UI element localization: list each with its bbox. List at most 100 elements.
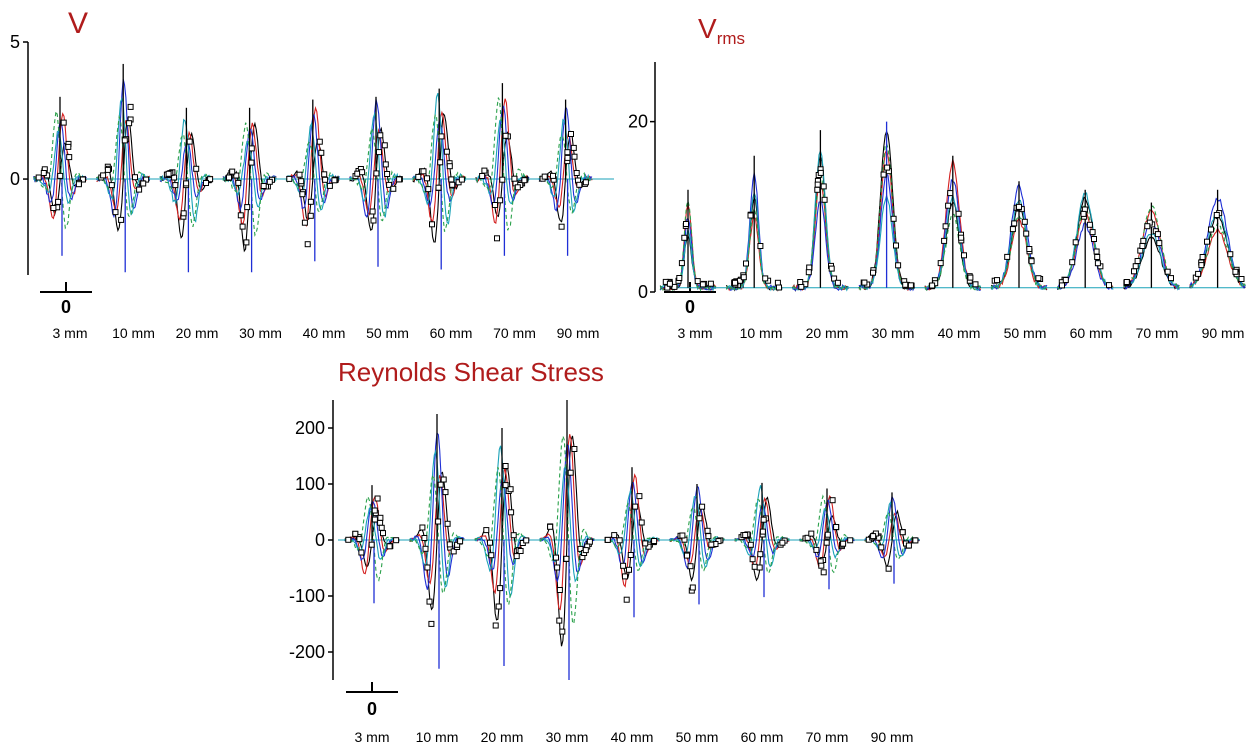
data-marker: [440, 476, 447, 483]
data-marker: [553, 554, 559, 561]
station-1: [659, 189, 717, 292]
data-marker: [126, 120, 133, 127]
data-marker: [127, 103, 134, 110]
station-8: [1123, 202, 1180, 291]
station-7: [734, 482, 790, 598]
data-marker: [840, 540, 847, 547]
data-marker: [759, 528, 766, 535]
category-label: 70 mm: [806, 729, 849, 745]
data-marker: [1016, 203, 1022, 210]
data-marker: [1035, 275, 1042, 282]
data-marker: [847, 537, 854, 544]
data-marker: [626, 566, 632, 573]
data-marker: [828, 265, 835, 272]
chart-title: Reynolds Shear Stress: [338, 357, 604, 387]
data-marker: [511, 175, 518, 182]
data-marker: [870, 269, 876, 276]
data-marker: [893, 242, 899, 249]
data-marker: [446, 163, 453, 170]
data-marker: [140, 180, 147, 187]
data-marker: [907, 282, 914, 289]
data-marker: [298, 178, 305, 185]
data-marker: [1004, 253, 1011, 260]
data-marker: [75, 181, 82, 188]
series-line-5: [96, 114, 150, 218]
category-label: 10 mm: [416, 729, 459, 745]
data-marker: [571, 153, 578, 160]
data-marker: [814, 186, 821, 193]
data-marker: [443, 148, 450, 155]
data-marker: [902, 281, 909, 288]
data-marker: [890, 215, 897, 222]
data-marker: [435, 184, 442, 191]
data-marker: [1131, 268, 1137, 275]
data-marker: [497, 585, 504, 592]
data-marker: [884, 164, 891, 171]
data-marker: [1238, 276, 1245, 282]
category-label: 20 mm: [481, 729, 524, 745]
data-marker: [421, 535, 428, 541]
data-marker: [448, 176, 455, 183]
data-marker: [929, 282, 936, 289]
data-marker: [1094, 254, 1101, 260]
y-tick-label: 0: [638, 282, 648, 302]
data-marker: [243, 239, 250, 246]
data-marker: [422, 545, 429, 552]
data-marker: [558, 223, 565, 230]
data-marker: [684, 552, 690, 559]
data-marker: [757, 243, 764, 249]
data-marker: [510, 532, 517, 539]
y-tick-label: -100: [289, 586, 325, 606]
data-marker: [699, 503, 706, 510]
data-marker: [377, 132, 384, 139]
data-marker: [1168, 275, 1174, 282]
data-marker: [833, 524, 840, 530]
data-marker: [384, 171, 391, 177]
data-marker: [694, 278, 701, 285]
data-marker: [301, 219, 308, 226]
data-marker: [563, 555, 570, 562]
station-9: [864, 492, 920, 584]
category-label: 70 mm: [1136, 325, 1179, 341]
data-marker: [620, 562, 627, 569]
data-marker: [689, 584, 696, 591]
y-tick-label: 200: [295, 418, 325, 438]
data-marker: [651, 538, 658, 544]
data-marker: [1093, 248, 1100, 255]
data-marker: [958, 234, 965, 241]
data-marker: [299, 191, 306, 198]
station-5: [604, 467, 660, 618]
data-marker: [831, 275, 838, 282]
data-marker: [1139, 243, 1146, 249]
category-label: 3 mm: [678, 325, 713, 341]
data-marker: [824, 531, 831, 538]
data-marker: [1011, 220, 1018, 227]
data-marker: [967, 274, 974, 281]
data-marker: [507, 486, 514, 493]
data-marker: [1094, 260, 1101, 267]
data-marker: [817, 169, 824, 176]
data-marker: [180, 210, 187, 217]
category-label: 3 mm: [53, 325, 88, 341]
data-marker: [415, 173, 422, 180]
data-marker: [642, 540, 649, 547]
data-marker: [521, 177, 528, 184]
category-label: 10 mm: [740, 325, 783, 341]
data-marker: [502, 132, 509, 139]
data-marker: [226, 174, 232, 181]
data-marker: [108, 182, 115, 189]
series-line-5: [725, 206, 783, 291]
data-marker: [286, 175, 293, 182]
data-marker: [136, 186, 143, 193]
data-marker: [35, 174, 42, 181]
y-tick-label: 0: [315, 530, 325, 550]
chart-3: Reynolds Shear Stress 200 100 0 -100 -200 0 3 m…: [289, 357, 920, 745]
data-marker: [676, 275, 683, 281]
data-marker: [671, 283, 678, 290]
y-tick-label: 5: [10, 32, 20, 52]
data-marker: [104, 166, 111, 173]
data-marker: [235, 179, 242, 186]
data-marker: [751, 563, 758, 570]
data-marker: [50, 205, 57, 211]
station-9: [538, 99, 593, 256]
